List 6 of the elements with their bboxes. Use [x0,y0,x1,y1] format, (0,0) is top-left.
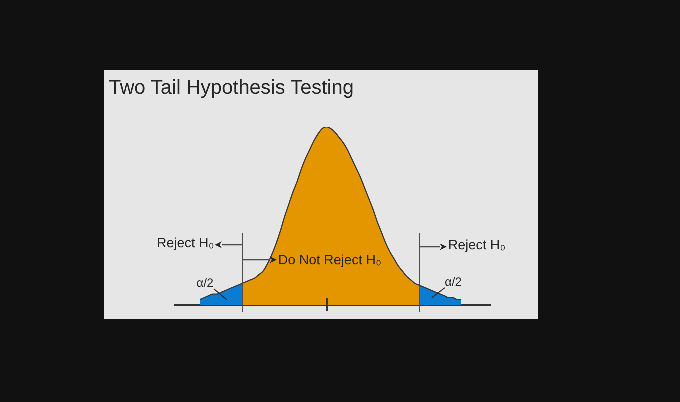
annotation: Reject H₀ [448,238,506,254]
chart-title: Two Tail Hypothesis Testing [109,77,354,99]
annotation: α/2 [445,275,462,289]
annotation: Do Not Reject H₀ [278,252,382,268]
annotation: Reject H₀ [157,236,214,252]
annotation: α/2 [196,276,214,290]
